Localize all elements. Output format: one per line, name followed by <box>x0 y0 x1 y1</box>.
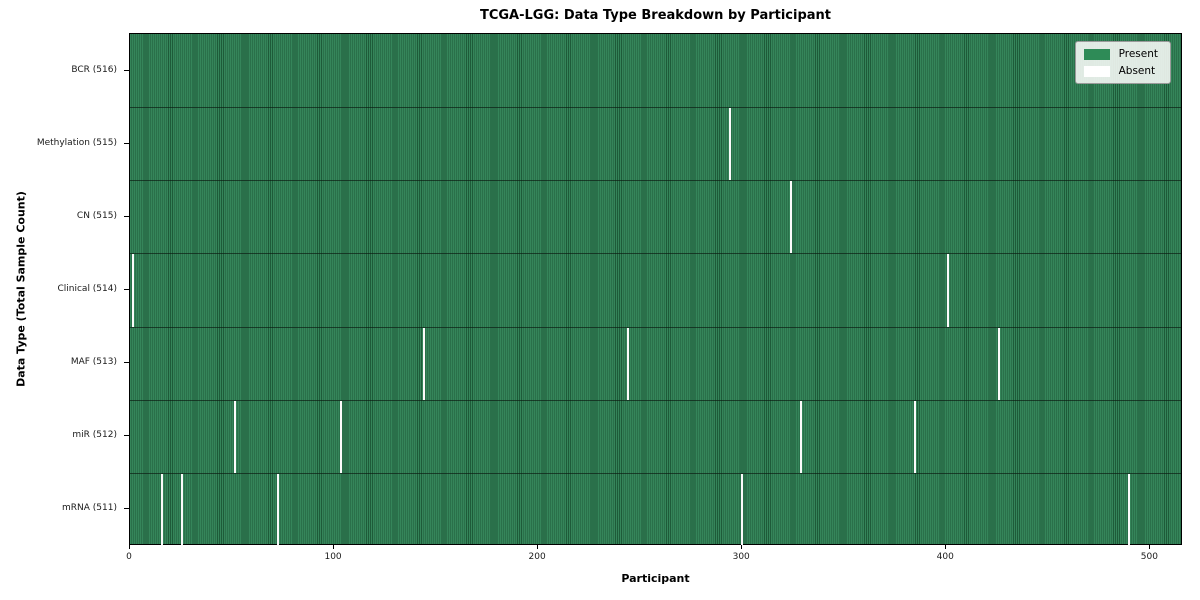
y-tick-mark <box>124 69 129 71</box>
y-tick-label-cn: CN (515) <box>76 210 117 221</box>
y-tick-mark <box>124 142 129 144</box>
x-tick-mark <box>537 545 539 549</box>
x-tick-label-400: 400 <box>936 552 954 562</box>
x-tick-mark <box>129 545 130 549</box>
x-tick-mark <box>945 545 947 549</box>
x-tick-mark <box>1149 545 1151 549</box>
absent-marker-mir-385 <box>914 400 917 473</box>
row-mir <box>130 399 1181 473</box>
absent-marker-clinical-1 <box>132 254 135 327</box>
x-tick-label-0: 0 <box>126 552 132 562</box>
x-tick-label-200: 200 <box>528 552 546 562</box>
x-tick-label-300: 300 <box>732 552 750 562</box>
y-tick-label-methylation: Methylation (515) <box>36 137 117 148</box>
legend-entry-absent: Absent <box>1083 65 1158 77</box>
x-tick-mark <box>741 545 743 549</box>
row-mrna <box>130 472 1181 546</box>
row-maf <box>130 326 1181 400</box>
legend-present-swatch <box>1083 48 1110 60</box>
y-tick-label-clinical: Clinical (514) <box>57 284 117 294</box>
legend-present-label: Present <box>1118 48 1158 60</box>
absent-marker-maf-244 <box>626 327 629 400</box>
absent-marker-maf-426 <box>997 327 1000 400</box>
row-bcr <box>130 34 1181 107</box>
y-tick-mark <box>124 362 129 364</box>
legend-absent-swatch <box>1083 65 1110 77</box>
y-tick-label-bcr: BCR (516) <box>71 64 117 75</box>
absent-marker-mrna-15 <box>160 473 163 546</box>
y-tick-label-mrna: mRNA (511) <box>62 503 117 514</box>
x-tick-label-500: 500 <box>1140 552 1158 562</box>
x-axis-label: Participant <box>621 572 690 585</box>
absent-marker-methylation-294 <box>728 108 731 181</box>
absent-marker-clinical-401 <box>946 254 949 327</box>
legend-entry-present: Present <box>1083 48 1158 60</box>
absent-marker-mrna-72 <box>276 473 279 546</box>
y-axis-label: Data Type (Total Sample Count) <box>14 191 28 387</box>
y-tick-mark <box>124 508 129 510</box>
chart-title: TCGA-LGG: Data Type Breakdown by Partici… <box>479 8 832 23</box>
absent-marker-mir-329 <box>800 400 803 473</box>
absent-marker-mrna-490 <box>1128 473 1131 546</box>
legend-absent-label: Absent <box>1118 65 1156 77</box>
absent-marker-mir-51 <box>233 400 236 473</box>
absent-marker-mrna-300 <box>741 473 744 546</box>
rows-container <box>130 34 1181 546</box>
y-tick-mark <box>124 435 129 437</box>
y-tick-mark <box>124 215 129 217</box>
legend: Present Absent <box>1074 41 1171 84</box>
row-cn <box>130 180 1181 254</box>
x-tick-label-100: 100 <box>324 552 342 562</box>
absent-marker-cn-324 <box>789 181 792 254</box>
plot-area: Present Absent <box>129 33 1182 546</box>
y-tick-label-mir: miR (512) <box>72 430 117 441</box>
absent-marker-mrna-25 <box>180 473 183 546</box>
row-methylation <box>130 107 1181 181</box>
y-tick-mark <box>124 289 129 290</box>
x-tick-mark <box>333 545 335 549</box>
y-tick-label-maf: MAF (513) <box>70 357 117 368</box>
absent-marker-mir-103 <box>339 400 342 473</box>
row-clinical <box>130 253 1181 327</box>
absent-marker-maf-144 <box>423 327 426 400</box>
